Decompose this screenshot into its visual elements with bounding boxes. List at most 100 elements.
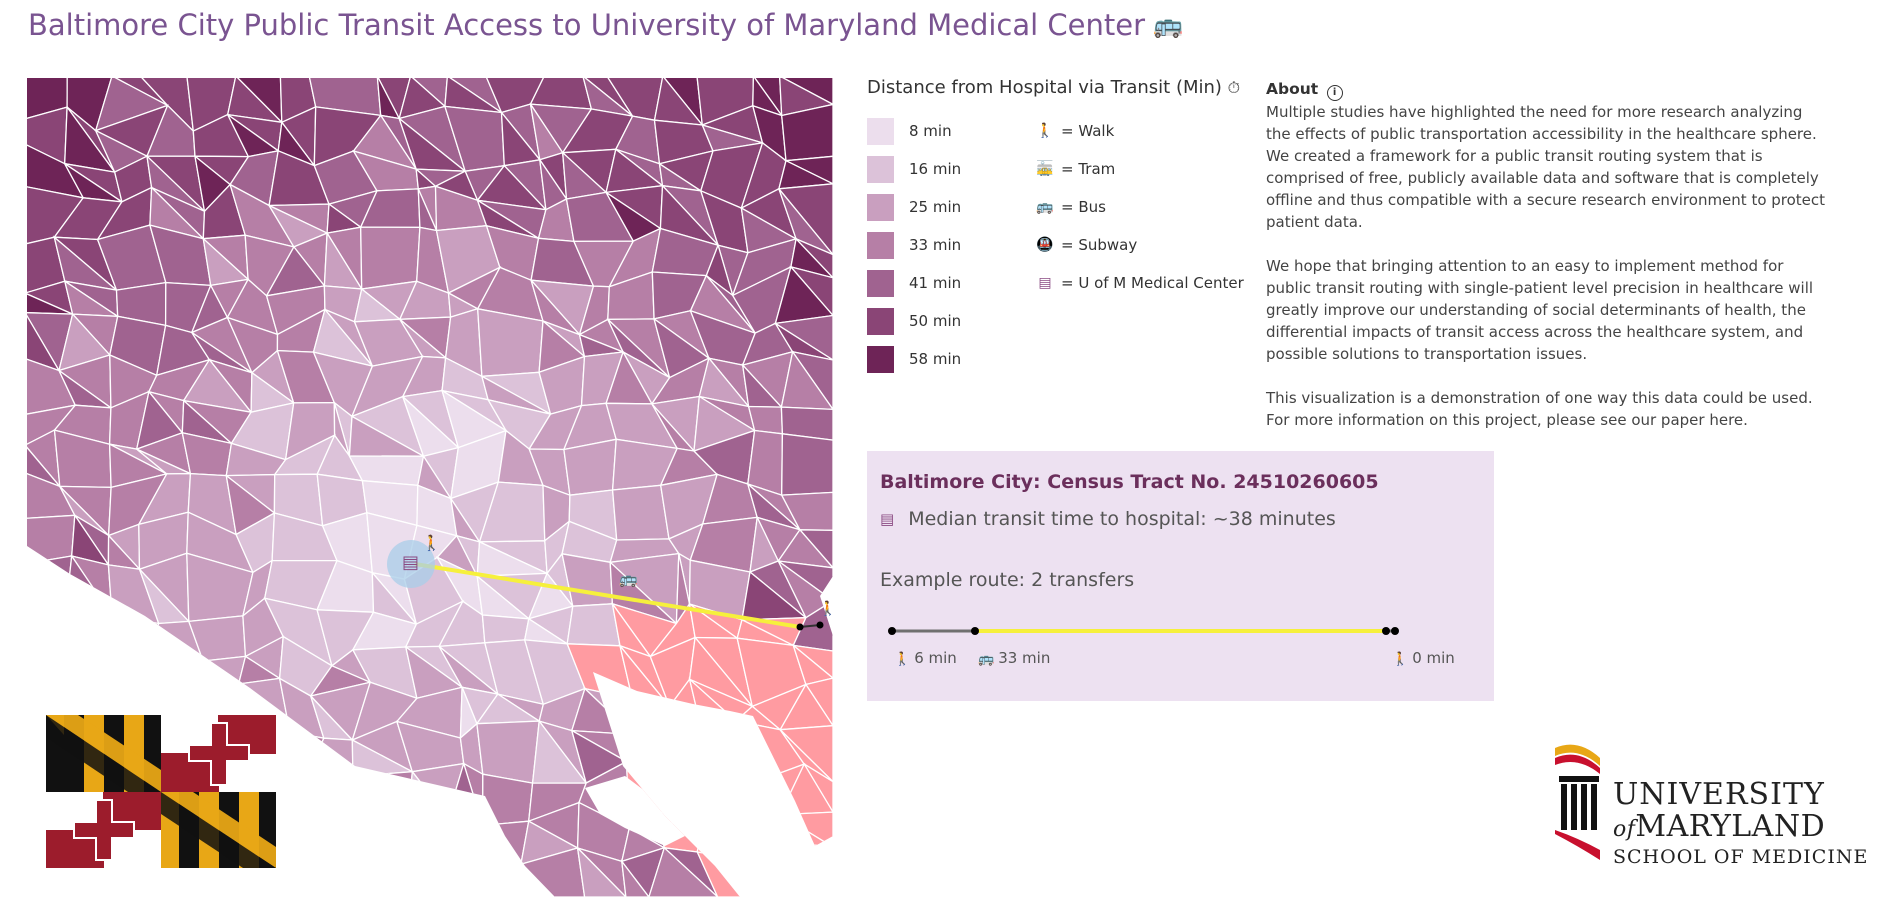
hospital-marker[interactable] <box>387 540 435 588</box>
census-tract[interactable] <box>563 438 617 496</box>
harbor-water <box>585 776 685 846</box>
census-tract[interactable] <box>187 615 247 662</box>
census-tract[interactable] <box>329 820 374 845</box>
legend-swatch <box>867 269 894 297</box>
census-tract[interactable] <box>611 484 670 541</box>
census-tract[interactable] <box>265 770 332 824</box>
census-tract[interactable] <box>314 842 382 897</box>
census-tract[interactable] <box>351 823 409 851</box>
legend-swatch <box>867 193 894 221</box>
legend-swatch <box>867 117 894 145</box>
census-tract[interactable] <box>780 103 833 162</box>
census-tract[interactable] <box>778 840 833 897</box>
walk-icon: 🚶 <box>422 534 441 552</box>
legend-label: 25 min <box>909 198 962 216</box>
bus-icon: 🚌 <box>1153 11 1183 39</box>
census-tract[interactable] <box>314 868 382 897</box>
census-tract[interactable] <box>631 697 671 742</box>
census-tract[interactable] <box>696 812 741 861</box>
census-tract[interactable] <box>738 840 799 897</box>
census-tract[interactable] <box>658 766 720 826</box>
legend-mode: ▤ = U of M Medical Center <box>1035 264 1244 302</box>
census-tract[interactable] <box>411 762 465 819</box>
census-tract[interactable] <box>401 848 467 897</box>
tract-title: Baltimore City: Census Tract No. 2451026… <box>880 471 1379 493</box>
info-icon[interactable]: i <box>1326 85 1343 101</box>
census-tract[interactable] <box>111 615 160 661</box>
census-tract[interactable] <box>25 555 73 598</box>
census-tract[interactable] <box>452 855 508 897</box>
census-tract[interactable] <box>476 720 540 784</box>
census-tract[interactable] <box>780 491 833 531</box>
census-tract-map[interactable]: ▤ 🚶 🚌 🚶 <box>25 76 837 897</box>
census-tract[interactable] <box>738 857 800 897</box>
legend-item: 41 min <box>867 264 961 302</box>
route-timeline <box>888 627 1399 635</box>
census-tract[interactable] <box>307 770 355 828</box>
census-tract[interactable] <box>452 848 508 897</box>
hospital-icon: ▤ <box>880 510 895 528</box>
census-tract[interactable] <box>307 737 354 778</box>
census-tract[interactable] <box>777 840 833 897</box>
hospital-icon: ▤ <box>402 552 420 573</box>
census-tract[interactable] <box>699 720 764 780</box>
logo-emblem <box>1555 744 1600 860</box>
walk-icon: 🚶 <box>819 601 837 617</box>
census-tract[interactable] <box>401 816 455 859</box>
census-tract[interactable] <box>308 770 356 827</box>
census-tract[interactable] <box>66 593 122 654</box>
census-tract[interactable] <box>738 777 782 816</box>
census-tract[interactable] <box>145 659 205 706</box>
census-tract[interactable] <box>781 433 833 496</box>
census-tract[interactable] <box>360 226 421 290</box>
census-tract[interactable] <box>70 651 126 704</box>
census-tract[interactable] <box>25 645 75 704</box>
census-tract[interactable] <box>25 644 72 703</box>
legend-label: 33 min <box>909 236 962 254</box>
census-tract[interactable] <box>662 739 720 779</box>
census-tract[interactable] <box>59 862 127 897</box>
legend-scale: 8 min 16 min 25 min 33 min 41 min 50 min 58 mi… <box>867 112 961 378</box>
census-tract[interactable] <box>780 406 833 441</box>
route-stop <box>816 621 824 629</box>
bus-icon: 🚌 <box>1036 199 1054 215</box>
census-tract[interactable] <box>491 848 525 897</box>
census-tract[interactable] <box>119 650 155 697</box>
legend-mode-label: = U of M Medical Center <box>1061 274 1244 292</box>
census-tract[interactable] <box>288 731 325 773</box>
logo-line-2: ofMARYLAND <box>1613 809 1826 844</box>
tram-icon: 🚋 <box>1036 161 1054 177</box>
logo-line-3: SCHOOL OF MEDICINE <box>1613 846 1869 868</box>
map-canvas[interactable] <box>25 76 833 897</box>
census-tract[interactable] <box>482 773 534 827</box>
bus-icon: 🚌 <box>978 652 995 667</box>
census-tract[interactable] <box>625 733 672 768</box>
census-tract[interactable] <box>446 815 494 859</box>
tract-info-panel: Baltimore City: Census Tract No. 2451026… <box>867 451 1494 701</box>
route-stop <box>1391 627 1399 635</box>
legend-mode: 🚋 = Tram <box>1035 150 1244 188</box>
example-route: Example route: 2 transfers <box>880 569 1135 591</box>
census-tract[interactable] <box>701 776 742 820</box>
census-tract[interactable] <box>576 846 628 897</box>
census-tract[interactable] <box>118 651 154 697</box>
census-tract[interactable] <box>648 846 720 897</box>
census-tract[interactable] <box>447 816 494 852</box>
census-tract[interactable] <box>739 812 781 861</box>
legend-item: 16 min <box>867 150 961 188</box>
census-tract[interactable] <box>476 308 544 377</box>
census-tract[interactable] <box>372 842 408 897</box>
census-tract[interactable] <box>566 603 621 647</box>
census-tract[interactable] <box>25 594 75 654</box>
legend-label: 50 min <box>909 312 962 330</box>
census-tract[interactable] <box>662 725 721 780</box>
census-tract[interactable] <box>490 847 524 897</box>
census-tract[interactable] <box>777 811 833 849</box>
census-tract[interactable] <box>620 859 651 897</box>
census-tract[interactable] <box>352 770 414 827</box>
census-tract[interactable] <box>699 724 765 781</box>
census-tract[interactable] <box>481 614 530 644</box>
census-tract[interactable] <box>717 777 765 815</box>
census-tract[interactable] <box>66 594 122 655</box>
census-tract[interactable] <box>315 819 375 871</box>
